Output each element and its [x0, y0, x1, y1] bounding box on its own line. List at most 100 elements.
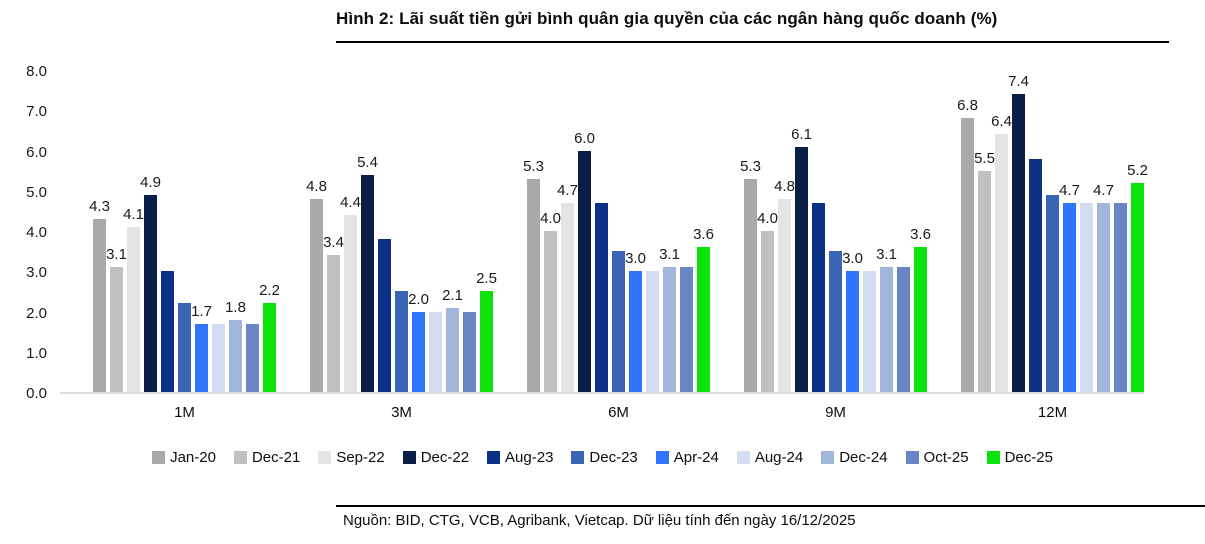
bar-dec-21-9m: 4.0 [757, 210, 778, 392]
legend-swatch-icon [487, 451, 501, 464]
bar-dec-25-1m: 2.2 [259, 282, 280, 392]
legend-swatch-icon [318, 451, 332, 464]
bar-apr-24-1m: 1.7 [191, 303, 212, 392]
legend-item-dec-25: Dec-25 [986, 449, 1053, 466]
bar-sep-22-12m: 6.4 [991, 113, 1012, 392]
legend-label: Jan-20 [170, 449, 216, 466]
bar-dec-23-1m [178, 303, 191, 392]
bar-dec-23-3m [395, 291, 408, 392]
bar-group-1m: 4.3 3.1 4.1 4.9 1.7 1.8 2.2 1M [89, 71, 280, 421]
bar-group-3m: 4.8 3.4 4.4 5.4 2.0 2.1 2.5 3M [306, 71, 497, 421]
x-axis-label-9m: 9M [825, 404, 846, 421]
legend-item-aug-24: Aug-24 [736, 449, 804, 466]
plot-area: 4.3 3.1 4.1 4.9 1.7 1.8 2.2 1M 4.8 3.4 4.4 5.4 2.0 2.… [60, 71, 1148, 422]
source-divider [336, 505, 1205, 507]
bar-dec-21-12m: 5.5 [974, 150, 995, 392]
bar-jan-20-9m: 5.3 [740, 158, 761, 392]
bar-group-12m: 6.8 5.5 6.4 7.4 4.7 4.7 5.2 12M [957, 71, 1148, 421]
bar-value-label: 3.1 [659, 246, 680, 264]
legend-item-aug-23: Aug-23 [487, 449, 553, 466]
bar-dec-23-9m [829, 251, 842, 392]
y-axis-tick: 8.0 [26, 63, 47, 80]
bar-aug-24-1m [212, 323, 225, 392]
bar-dec-25-6m: 3.6 [693, 226, 714, 392]
bar-value-label: 2.2 [259, 282, 280, 300]
bar-dec-22-12m: 7.4 [1008, 73, 1029, 392]
bar-value-label: 4.8 [306, 177, 327, 195]
bar-aug-24-12m [1080, 202, 1093, 392]
bar-jan-20-12m: 6.8 [957, 97, 978, 392]
bar-aug-23-1m [161, 271, 174, 392]
bar-dec-25-9m: 3.6 [910, 226, 931, 392]
bar-group-9m: 5.3 4.0 4.8 6.1 3.0 3.1 3.6 9M [740, 71, 931, 422]
bar-value-label: 4.7 [557, 181, 578, 199]
legend-label: Dec-25 [1004, 449, 1053, 466]
bar-dec-21-6m: 4.0 [540, 210, 561, 392]
legend-item-dec-24: Dec-24 [821, 449, 888, 466]
x-axis-label-1m: 1M [174, 404, 195, 421]
bar-value-label: 4.1 [123, 206, 144, 223]
bar-dec-25-3m: 2.5 [476, 270, 497, 392]
bar-dec-24-9m: 3.1 [876, 246, 897, 392]
legend-swatch-icon [152, 451, 166, 464]
legend-label: Apr-24 [673, 449, 719, 466]
bar-oct-25-6m [680, 267, 693, 392]
x-axis-label-3m: 3M [391, 404, 412, 421]
bar-value-label: 6.8 [957, 97, 978, 115]
bar-dec-21-1m: 3.1 [106, 246, 127, 392]
bar-value-label: 3.1 [876, 246, 897, 264]
bar-value-label: 1.8 [225, 298, 246, 316]
bar-value-label: 6.1 [791, 125, 812, 143]
y-axis-tick: 6.0 [26, 143, 47, 161]
legend-swatch-icon [571, 451, 585, 464]
y-axis-tick: 5.0 [26, 183, 47, 201]
bar-apr-24-9m: 3.0 [842, 250, 863, 392]
legend-item-sep-22: Sep-22 [318, 449, 385, 466]
legend: Jan-20 Dec-21 Sep-22 Dec-22 Aug-23 Dec-23 Apr-… [0, 449, 1205, 466]
legend-item-jan-20: Jan-20 [152, 449, 216, 466]
legend-item-dec-21: Dec-21 [233, 449, 301, 466]
bar-aug-24-6m [646, 271, 659, 392]
bar-aug-23-9m [812, 202, 825, 392]
bar-aug-23-12m [1029, 158, 1042, 392]
legend-item-dec-23: Dec-23 [571, 449, 638, 466]
x-axis-label-12m: 12M [1037, 404, 1068, 421]
bar-aug-24-3m [429, 311, 442, 392]
bar-dec-24-3m: 2.1 [442, 287, 463, 392]
bar-value-label: 7.4 [1008, 73, 1029, 91]
bar-jan-20-3m: 4.8 [306, 178, 327, 392]
y-axis-tick: 7.0 [26, 103, 47, 121]
bar-dec-23-6m [612, 251, 625, 392]
bar-value-label: 3.6 [693, 226, 714, 244]
bar-sep-22-1m: 4.1 [123, 206, 144, 392]
bar-apr-24-12m: 4.7 [1059, 182, 1080, 392]
legend-label: Dec-23 [589, 449, 638, 466]
bar-dec-22-6m: 6.0 [574, 130, 595, 392]
y-axis-tick: 0.0 [26, 385, 47, 402]
bar-value-label: 4.0 [757, 210, 778, 227]
bar-value-label: 1.7 [191, 302, 212, 320]
bar-value-label: 3.0 [625, 250, 646, 268]
legend-label: Aug-24 [754, 449, 804, 466]
legend-swatch-icon [986, 451, 1000, 464]
bar-aug-23-3m [378, 239, 391, 392]
legend-label: Sep-22 [336, 449, 385, 466]
legend-swatch-icon [655, 451, 669, 464]
page-title: Hình 2: Lãi suất tiền gửi bình quân gia … [336, 9, 998, 28]
bar-oct-25-9m [897, 267, 910, 392]
legend-label: Dec-21 [251, 449, 301, 466]
bar-dec-23-12m [1046, 194, 1059, 392]
bar-apr-24-3m: 2.0 [408, 291, 429, 392]
bar-aug-24-9m [863, 271, 876, 392]
legend-item-oct-25: Oct-25 [905, 449, 969, 466]
title-divider [336, 41, 1169, 43]
bar-sep-22-9m: 4.8 [774, 178, 795, 392]
bar-sep-22-3m: 4.4 [340, 194, 361, 392]
y-axis-tick: 2.0 [26, 304, 47, 322]
bar-dec-25-12m: 5.2 [1127, 162, 1148, 392]
bar-value-label: 5.3 [523, 157, 544, 175]
bar-value-label: 4.9 [140, 173, 161, 191]
legend-label: Aug-23 [505, 449, 554, 466]
bar-jan-20-1m: 4.3 [89, 198, 110, 392]
